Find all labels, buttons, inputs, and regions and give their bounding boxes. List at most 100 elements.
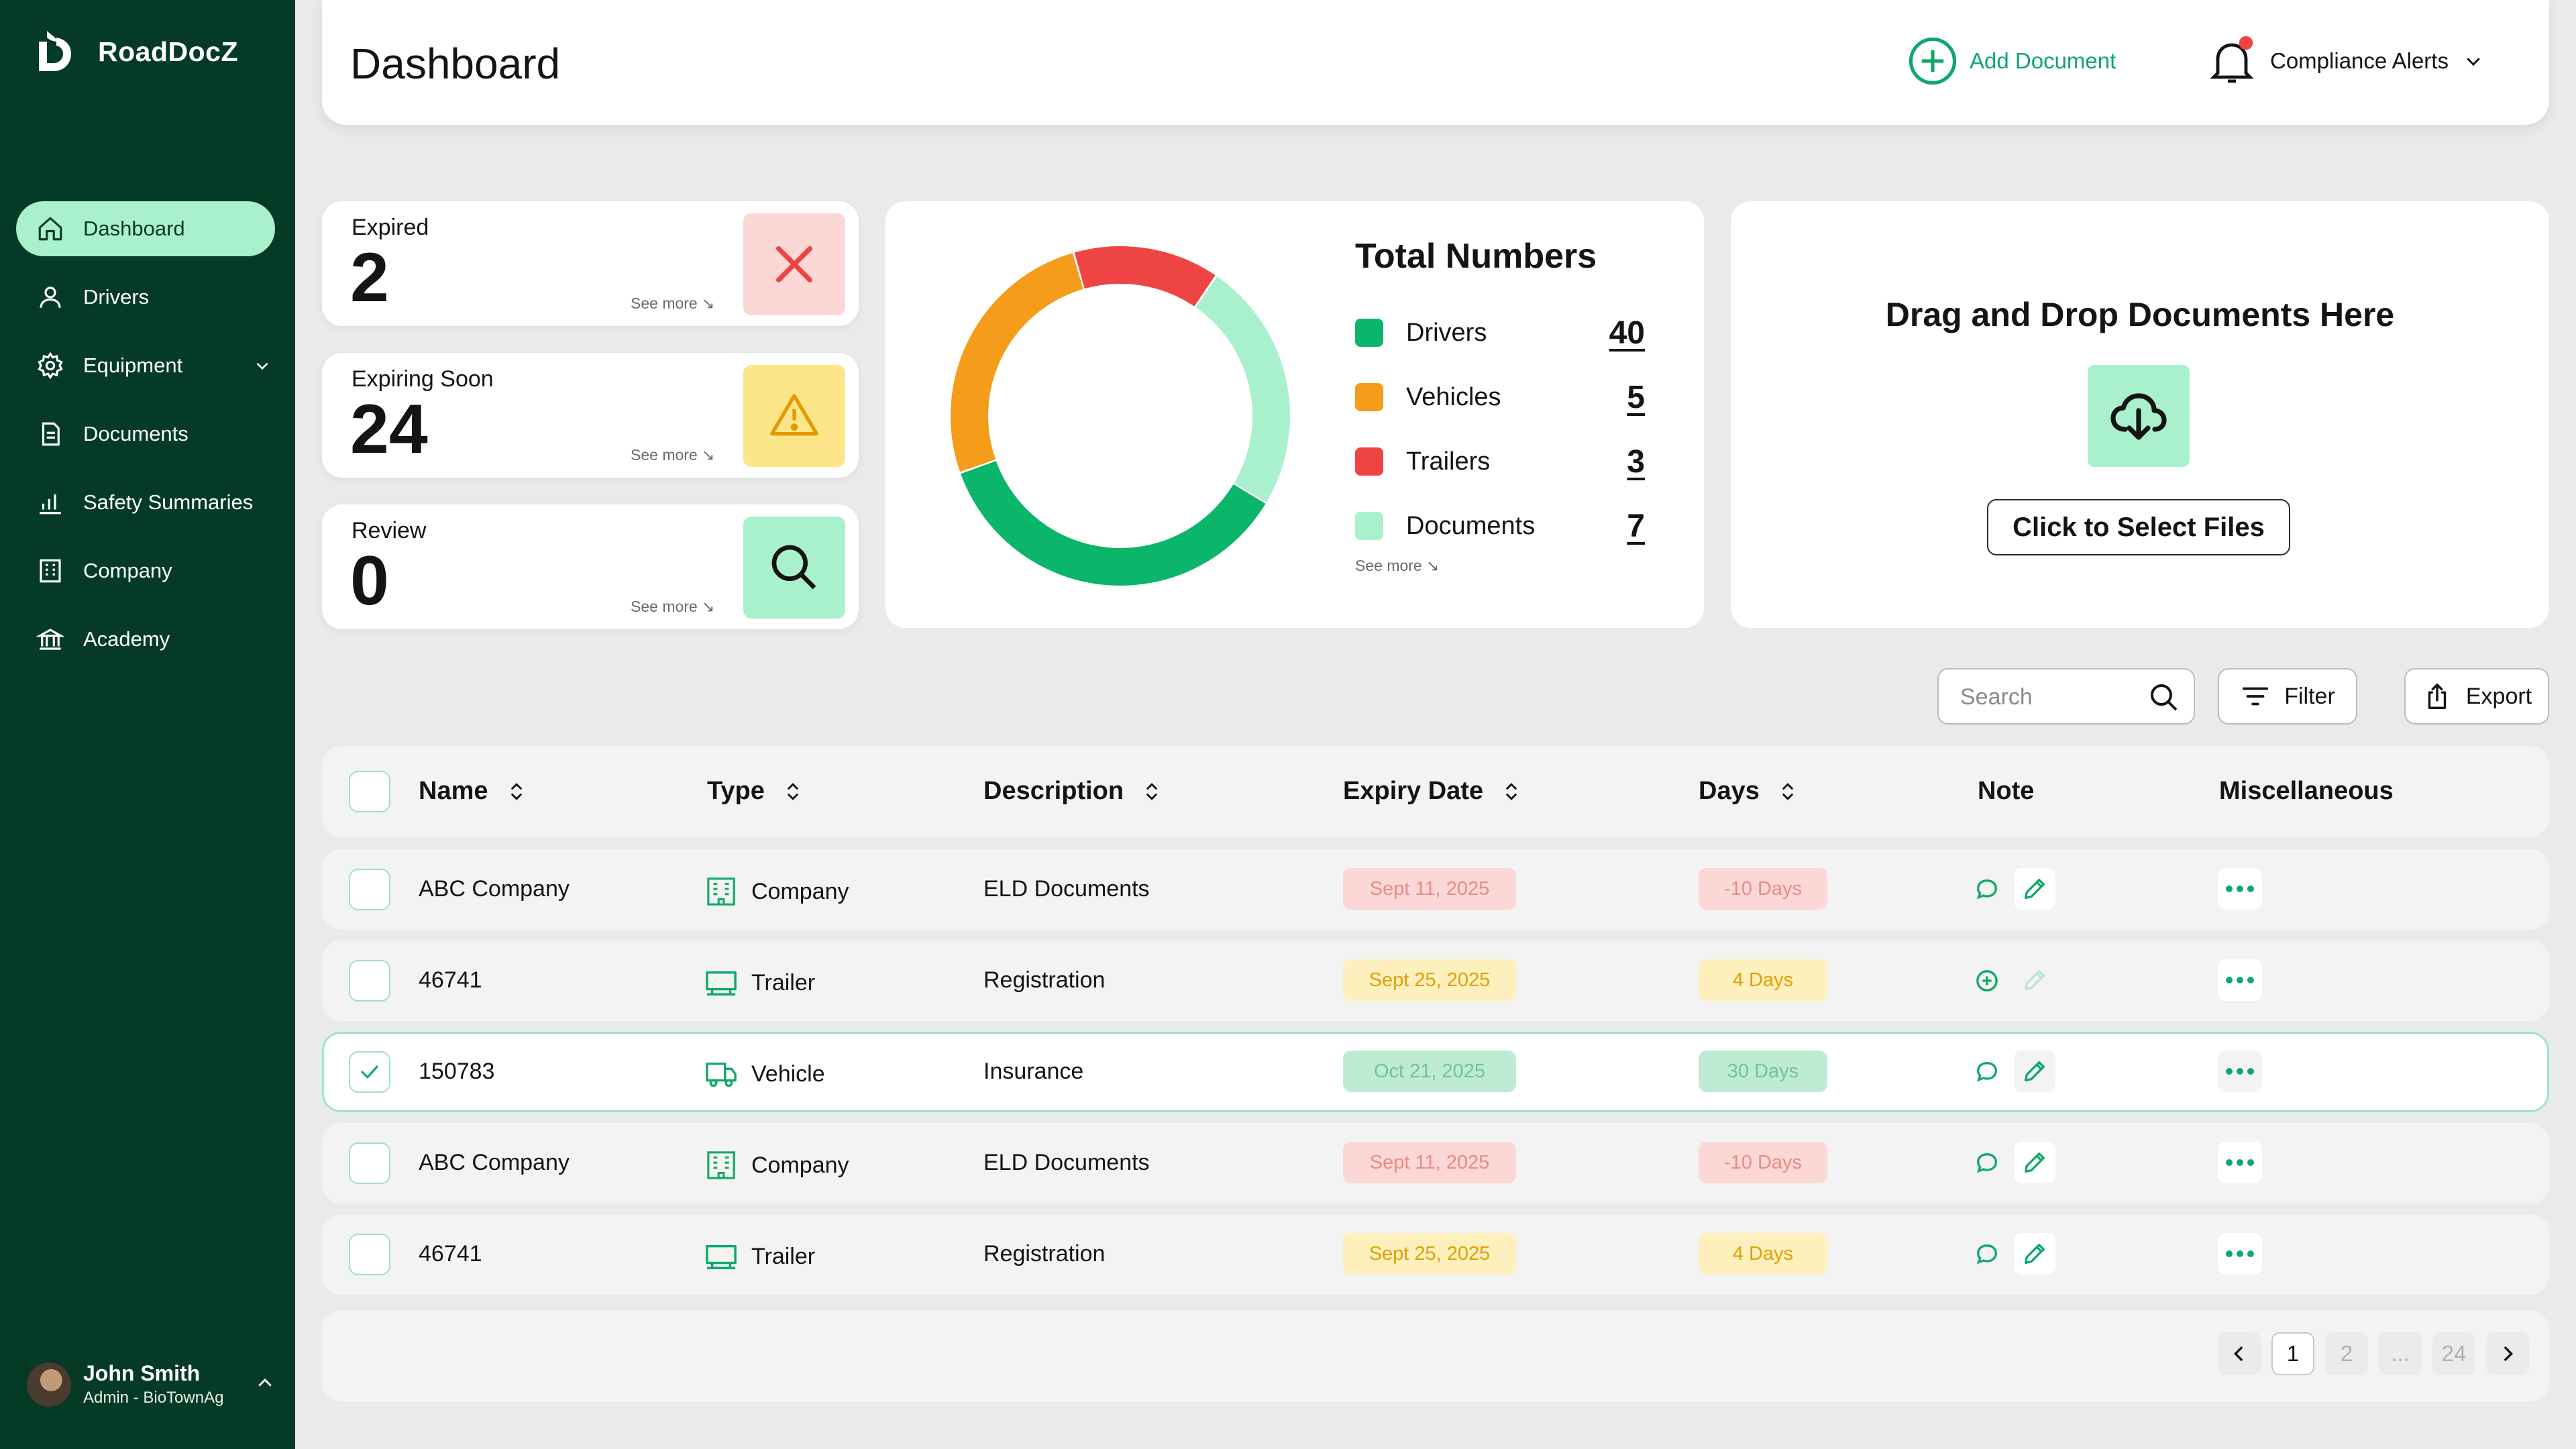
sidebar-item-equipment[interactable]: Equipment bbox=[16, 338, 275, 393]
edit-note-button[interactable] bbox=[2014, 1051, 2055, 1092]
row-checkbox-checked[interactable] bbox=[349, 1051, 390, 1093]
stat-card-expired[interactable]: Expired 2 See more ↘ bbox=[322, 201, 859, 326]
sidebar-item-academy[interactable]: Academy bbox=[16, 612, 275, 667]
select-all-checkbox[interactable] bbox=[349, 771, 390, 812]
sidebar-item-label: Equipment bbox=[83, 354, 183, 377]
expiry-date-badge: Sept 11, 2025 bbox=[1343, 1142, 1516, 1183]
comment-button[interactable] bbox=[1970, 1146, 2004, 1181]
document-icon bbox=[42, 422, 60, 446]
add-document-button[interactable]: Add Document bbox=[1907, 35, 2116, 87]
legend-value[interactable]: 3 bbox=[1627, 443, 1645, 480]
cell-type: Vehicle bbox=[704, 1059, 825, 1089]
days-badge: 4 Days bbox=[1699, 1233, 1827, 1275]
chevron-down-icon[interactable] bbox=[254, 357, 271, 374]
more-options-button[interactable] bbox=[2218, 1142, 2262, 1183]
column-header-days[interactable]: Days bbox=[1699, 777, 1796, 806]
column-header-note: Note bbox=[1978, 777, 2035, 805]
more-options-button[interactable] bbox=[2218, 1233, 2262, 1275]
sidebar-item-company[interactable]: Company bbox=[16, 543, 275, 598]
sidebar-item-label: Documents bbox=[83, 422, 189, 445]
see-more-link[interactable]: See more ↘ bbox=[631, 294, 715, 312]
table-row[interactable]: ABC Company Company ELD Documents Sept 1… bbox=[322, 849, 2549, 930]
page-button-2[interactable]: 2 bbox=[2325, 1332, 2368, 1375]
building-icon bbox=[707, 877, 735, 906]
brand[interactable]: RoadDocZ bbox=[34, 28, 238, 75]
table-row[interactable]: ABC Company Company ELD Documents Sept 1… bbox=[322, 1123, 2549, 1203]
row-checkbox[interactable] bbox=[349, 1234, 390, 1275]
column-header-expiry-date[interactable]: Expiry Date bbox=[1343, 777, 1519, 806]
more-options-button[interactable] bbox=[2218, 868, 2262, 910]
page-button-1[interactable]: 1 bbox=[2271, 1332, 2314, 1375]
table-row[interactable]: 46741 Trailer Registration Sept 25, 2025… bbox=[322, 1214, 2549, 1295]
row-checkbox[interactable] bbox=[349, 869, 390, 910]
export-button[interactable]: Export bbox=[2404, 668, 2549, 724]
compliance-alerts-dropdown[interactable]: Compliance Alerts bbox=[2207, 35, 2483, 87]
see-more-link[interactable]: See more ↘ bbox=[1355, 557, 1440, 574]
column-header-description[interactable]: Description bbox=[983, 777, 1160, 806]
sidebar-item-label: Academy bbox=[83, 627, 170, 651]
comment-button[interactable] bbox=[1970, 1055, 2004, 1089]
stat-icon-box bbox=[743, 517, 845, 619]
donut-segment-trailers bbox=[1074, 246, 1216, 307]
sidebar-item-label: Dashboard bbox=[83, 217, 185, 240]
prev-page-button[interactable] bbox=[2218, 1332, 2261, 1375]
stat-icon-box bbox=[743, 213, 845, 315]
edit-note-button[interactable] bbox=[2014, 868, 2055, 910]
comment-icon bbox=[1976, 1152, 1998, 1173]
pencil-icon bbox=[2025, 970, 2045, 990]
search-icon[interactable] bbox=[2148, 682, 2180, 714]
stat-label: Review bbox=[352, 518, 427, 543]
expiry-date-badge: Oct 21, 2025 bbox=[1343, 1051, 1516, 1092]
stat-card-expiring-soon[interactable]: Expiring Soon 24 See more ↘ bbox=[322, 353, 859, 478]
row-checkbox[interactable] bbox=[349, 960, 390, 1002]
page-ellipsis: ... bbox=[2379, 1332, 2422, 1375]
select-files-button[interactable]: Click to Select Files bbox=[1987, 499, 2290, 555]
search-box bbox=[1937, 668, 2195, 724]
legend-value[interactable]: 40 bbox=[1609, 315, 1645, 351]
edit-note-button[interactable] bbox=[2014, 1142, 2055, 1183]
more-options-button[interactable] bbox=[2218, 959, 2262, 1001]
stat-card-review[interactable]: Review 0 See more ↘ bbox=[322, 504, 859, 629]
compliance-alerts-label: Compliance Alerts bbox=[2270, 48, 2449, 73]
sidebar-item-documents[interactable]: Documents bbox=[16, 407, 275, 462]
donut-segment-drivers bbox=[961, 460, 1266, 586]
see-more-link[interactable]: See more ↘ bbox=[631, 446, 715, 464]
warning-icon bbox=[770, 394, 818, 436]
cell-description: Registration bbox=[983, 967, 1106, 993]
donut-segment-documents bbox=[1195, 276, 1290, 502]
legend-value[interactable]: 7 bbox=[1627, 508, 1645, 544]
next-page-button[interactable] bbox=[2486, 1332, 2529, 1375]
comment-button[interactable] bbox=[1970, 872, 2004, 907]
days-badge: -10 Days bbox=[1699, 1142, 1827, 1183]
filter-button[interactable]: Filter bbox=[2218, 668, 2357, 724]
sidebar-item-safety-summaries[interactable]: Safety Summaries bbox=[16, 475, 275, 530]
document-dropzone[interactable]: Drag and Drop Documents Here Click to Se… bbox=[1731, 201, 2549, 628]
sidebar-item-dashboard[interactable]: Dashboard bbox=[16, 201, 275, 256]
table-row-selected[interactable]: 150783 Vehicle Insurance Oct 21, 2025 30… bbox=[322, 1032, 2549, 1112]
table-row[interactable]: 46741 Trailer Registration Sept 25, 2025… bbox=[322, 941, 2549, 1021]
cell-name: 46741 bbox=[419, 1241, 482, 1267]
cell-type: Trailer bbox=[704, 1241, 815, 1272]
stat-value: 0 bbox=[350, 542, 389, 620]
bar-chart-icon bbox=[40, 494, 61, 515]
chevron-up-icon[interactable] bbox=[255, 1373, 275, 1393]
page-button-24[interactable]: 24 bbox=[2432, 1332, 2475, 1375]
edit-note-button[interactable] bbox=[2014, 1233, 2055, 1275]
search-input[interactable] bbox=[1960, 682, 2148, 712]
column-header-name[interactable]: Name bbox=[419, 777, 525, 806]
column-header-type[interactable]: Type bbox=[707, 777, 801, 806]
sidebar-nav: Dashboard Drivers Equipment Documents Sa… bbox=[16, 201, 275, 680]
more-options-button[interactable] bbox=[2218, 1051, 2262, 1092]
more-horizontal-icon bbox=[2226, 977, 2254, 983]
legend-value[interactable]: 5 bbox=[1627, 379, 1645, 415]
legend-label: Vehicles bbox=[1406, 382, 1501, 411]
comment-button[interactable] bbox=[1970, 1237, 2004, 1272]
legend-label: Drivers bbox=[1406, 318, 1487, 347]
add-note-button[interactable] bbox=[1970, 963, 2004, 998]
dropzone-icon-box bbox=[2088, 365, 2190, 467]
see-more-link[interactable]: See more ↘ bbox=[631, 598, 715, 615]
sidebar-item-drivers[interactable]: Drivers bbox=[16, 270, 275, 325]
row-checkbox[interactable] bbox=[349, 1142, 390, 1184]
total-numbers-title: Total Numbers bbox=[1355, 237, 1597, 276]
user-profile[interactable]: John Smith Admin - BioTownAg bbox=[27, 1361, 275, 1407]
